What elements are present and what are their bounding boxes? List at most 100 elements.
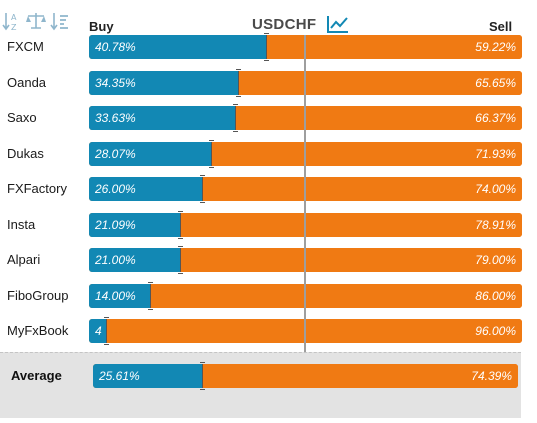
sell-percent-label: 79.00% [475,253,516,267]
marker-cap-top [199,362,205,363]
svg-text:A: A [11,13,17,22]
marker-cap-bottom [235,95,241,97]
split-marker [199,175,205,203]
sell-bar [201,177,522,201]
line-chart-icon[interactable] [326,14,350,34]
buy-percent-label: 4 [95,324,102,338]
buy-bar-average [93,364,202,388]
sell-bar [237,70,522,95]
marker-cap-bottom [232,131,238,132]
marker-stem [201,177,203,201]
sell-bar [210,141,522,166]
buy-percent-label-average: 25.61% [99,369,140,383]
buy-bar [89,141,211,166]
split-marker [235,68,241,97]
sell-bar [106,319,522,343]
bar-track-average: 25.61% 74.39% [93,364,518,388]
buy-percent-label: 21.09% [95,217,136,232]
sort-list-icon[interactable] [50,10,70,32]
sell-percent-label: 59.22% [475,40,516,54]
sell-percent-label-average: 74.39% [471,369,512,383]
broker-label[interactable]: Oanda [7,74,47,90]
average-label: Average [11,368,62,383]
symbol-header: USDCHF [252,12,350,36]
sort-alpha-icon[interactable]: A Z [2,10,22,32]
marker-cap-top [235,68,241,70]
marker-cap-bottom [178,237,184,239]
sell-bar [265,35,522,59]
split-marker [147,281,153,310]
buy-percent-label: 14.00% [95,288,136,303]
buy-percent-label: 26.00% [95,182,136,196]
sell-percent-label: 86.00% [475,288,516,303]
buy-column-label: Buy [89,19,114,34]
sell-bar [180,212,522,237]
marker-cap-top [104,317,110,318]
sell-percent-label: 96.00% [475,324,516,338]
broker-label[interactable]: Saxo [7,110,37,125]
svg-text:Z: Z [11,23,17,32]
marker-cap-top [178,210,184,212]
split-marker [178,210,184,239]
buy-percent-label: 34.35% [95,75,136,90]
marker-cap-bottom [199,202,205,203]
buy-bar [89,212,181,237]
broker-label[interactable]: FXFactory [7,181,67,196]
center-line [304,35,306,352]
marker-stem [265,35,267,59]
buy-percent-label: 40.78% [95,40,136,54]
split-marker [208,139,214,168]
sell-bar [234,106,522,130]
marker-stem [180,212,182,237]
buy-bar [89,283,150,308]
marker-cap-bottom [177,273,183,274]
broker-label[interactable]: MyFxBook [7,323,69,338]
marker-cap-top [147,281,153,283]
sell-percent-label: 65.65% [475,75,516,90]
sell-percent-label: 66.37% [475,111,516,125]
buy-bar [89,248,180,272]
buy-percent-label: 21.00% [95,253,136,267]
broker-label[interactable]: FiboGroup [7,287,69,303]
marker-cap-top [177,246,183,247]
split-marker [232,104,238,132]
marker-stem [201,364,203,388]
split-marker [263,33,269,61]
bar-track: 21.09% 78.91% [89,212,522,237]
marker-stem [234,106,236,130]
marker-stem [210,141,212,166]
marker-cap-bottom [199,389,205,390]
marker-cap-top [232,104,238,105]
buy-bar [89,319,107,343]
marker-cap-top [199,175,205,176]
bar-track: 14.00% 86.00% [89,283,522,308]
marker-cap-bottom [147,308,153,310]
buy-bar [89,177,202,201]
broker-label[interactable]: Insta [7,216,36,232]
broker-label[interactable]: FXCM [7,39,44,54]
buy-percent-label: 33.63% [95,111,136,125]
buy-bar [89,70,238,95]
symbol-title: USDCHF [252,15,317,33]
sell-percent-label: 78.91% [475,217,516,232]
marker-stem [106,319,108,343]
sell-percent-label: 74.00% [475,182,516,196]
sell-column-label: Sell [489,19,513,34]
buy-bar [89,106,235,130]
sell-bar [149,283,522,308]
sell-bar-average [201,364,518,388]
split-marker [104,317,110,345]
marker-cap-bottom [263,60,269,61]
broker-label[interactable]: Dukas [7,145,44,161]
toolbar: A Z [2,10,70,34]
marker-stem [237,70,239,95]
balance-scale-icon[interactable] [26,10,46,32]
buy-percent-label: 28.07% [95,146,136,161]
marker-stem [179,248,181,272]
broker-label[interactable]: Alpari [7,252,41,267]
marker-stem [149,283,151,308]
marker-cap-bottom [104,344,110,345]
split-marker [177,246,183,274]
split-marker-average [199,362,205,390]
